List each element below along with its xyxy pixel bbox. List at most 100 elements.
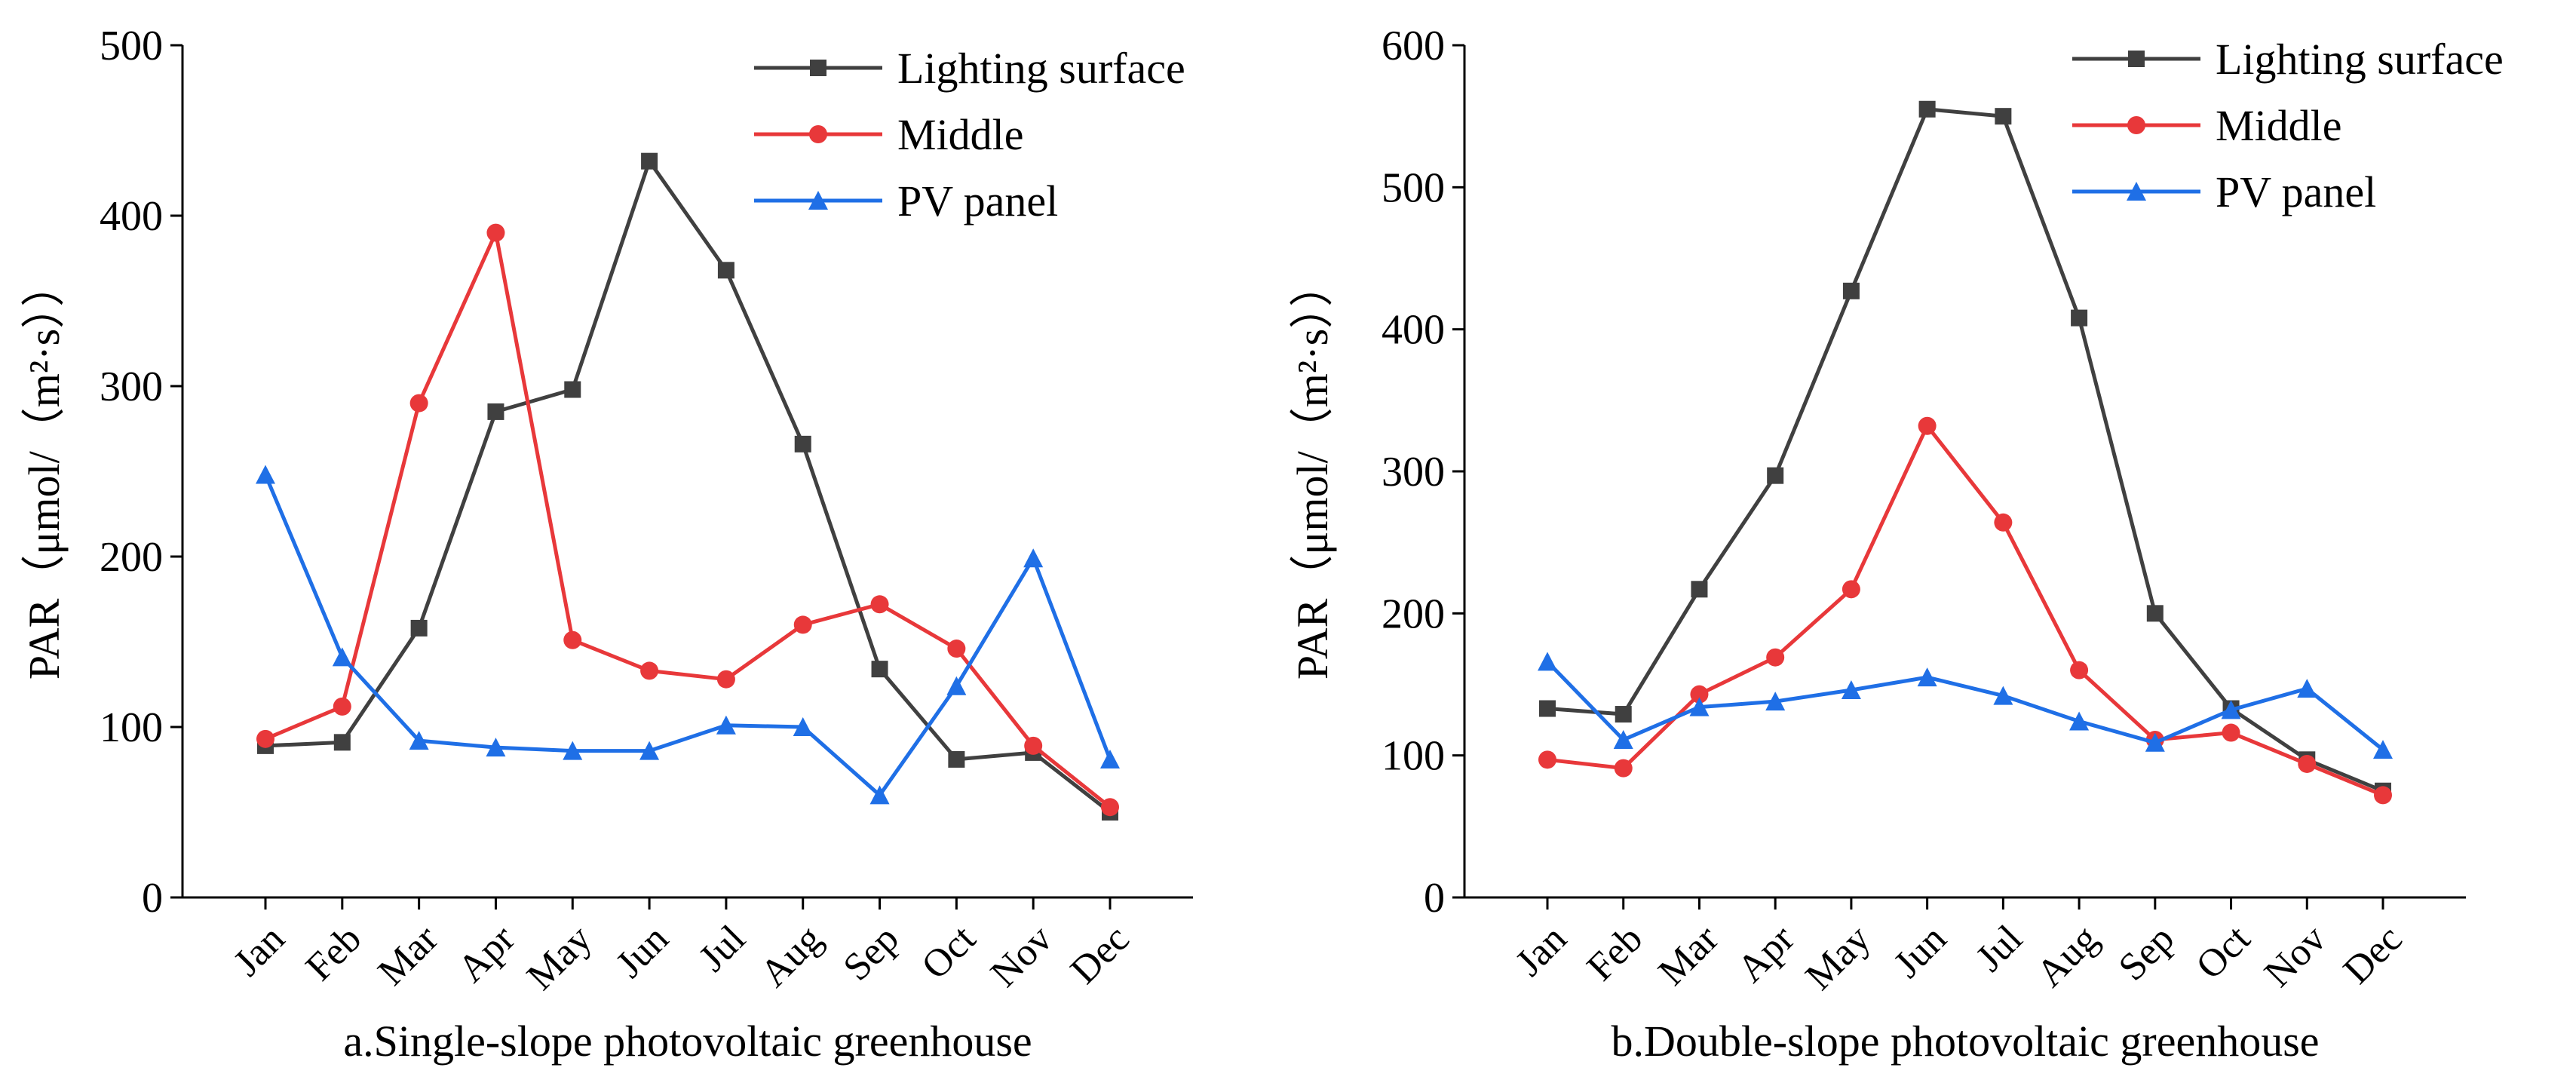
x-tick-label: Dec: [2335, 917, 2411, 992]
data-point-pv: [1023, 548, 1044, 568]
y-tick-label: 600: [1382, 23, 1445, 69]
data-point-lighting: [1995, 108, 2012, 125]
data-point-lighting: [1918, 100, 1936, 118]
legend-item-lighting: Lighting surface: [754, 44, 1185, 93]
data-point-middle: [1766, 648, 1785, 667]
data-point-middle: [1690, 685, 1709, 704]
y-tick-label: 300: [1382, 449, 1445, 495]
data-point-lighting: [1615, 706, 1632, 723]
data-point-lighting: [564, 381, 581, 398]
x-tick-label: Jul: [691, 917, 753, 980]
data-point-middle: [409, 394, 428, 413]
data-point-pv: [1993, 686, 2013, 705]
legend-label: PV panel: [897, 176, 1058, 225]
x-tick-label: Jun: [1886, 917, 1955, 986]
data-point-pv: [409, 731, 429, 750]
data-point-lighting: [794, 435, 811, 452]
data-point-lighting: [2071, 309, 2088, 327]
data-point-pv: [1538, 652, 1557, 671]
y-tick-label: 100: [100, 704, 163, 751]
data-point-pv: [2297, 679, 2317, 698]
series-pv: [256, 465, 1120, 805]
chart-title: b.Double-slope photovoltaic greenhouse: [1611, 1017, 2319, 1066]
series-line-pv: [263, 474, 1112, 799]
x-tick-label: Sep: [836, 917, 907, 989]
y-tick-label: 0: [1424, 875, 1445, 922]
data-point-middle: [2374, 786, 2392, 805]
y-tick-label: 200: [1382, 591, 1445, 637]
data-point-middle: [870, 595, 889, 614]
data-point-lighting: [948, 750, 965, 768]
data-point-middle: [640, 661, 659, 680]
y-tick-label: 0: [142, 875, 163, 922]
legend-label: PV panel: [2216, 167, 2376, 216]
legend-marker-lighting: [2128, 51, 2145, 67]
x-tick-label: Feb: [298, 917, 370, 989]
data-point-lighting: [717, 262, 734, 279]
x-tick-label: Nov: [983, 917, 1061, 995]
data-point-lighting: [871, 661, 888, 678]
data-point-lighting: [1842, 282, 1860, 299]
data-point-middle: [947, 640, 966, 658]
legend-marker-middle: [809, 125, 827, 143]
data-point-middle: [1538, 750, 1556, 769]
legend-item-middle: Middle: [2072, 101, 2342, 150]
data-point-lighting: [641, 152, 658, 170]
data-point-middle: [2222, 723, 2240, 742]
data-point-lighting: [333, 734, 351, 751]
legend-label: Lighting surface: [2216, 35, 2504, 84]
legend-item-pv: PV panel: [2072, 167, 2376, 216]
data-point-pv: [869, 785, 890, 805]
x-tick-label: Jan: [1507, 917, 1575, 984]
series-line-middle: [1547, 422, 2384, 797]
data-point-middle: [1614, 759, 1633, 778]
data-point-lighting: [487, 403, 504, 420]
series-lighting: [257, 152, 1118, 821]
legend-item-pv: PV panel: [754, 176, 1058, 225]
data-point-pv: [2069, 711, 2090, 731]
series-pv: [1538, 652, 2393, 759]
x-tick-label: May: [1798, 917, 1879, 999]
data-point-pv: [256, 465, 275, 484]
data-point-pv: [2221, 700, 2241, 719]
y-axis-label: PAR（μmol/（m²·s））: [1288, 263, 1337, 679]
y-tick-label: 500: [1382, 164, 1445, 211]
x-tick-label: Mar: [1650, 917, 1727, 994]
data-point-lighting: [1691, 581, 1708, 598]
x-tick-label: Jan: [225, 917, 293, 984]
legend-label: Lighting surface: [897, 44, 1185, 93]
legend-item-lighting: Lighting surface: [2072, 35, 2504, 84]
x-tick-label: Aug: [753, 917, 831, 995]
data-point-middle: [716, 670, 735, 689]
data-point-middle: [2070, 661, 2089, 679]
data-point-lighting: [410, 619, 428, 637]
data-point-middle: [333, 697, 351, 716]
series-line-pv: [1546, 660, 2384, 752]
x-tick-label: Apr: [1729, 917, 1802, 990]
data-point-lighting: [1767, 467, 1784, 484]
legend-label: Middle: [897, 110, 1024, 159]
series-line-middle: [265, 226, 1112, 809]
data-point-middle: [1994, 513, 2013, 532]
series-middle: [256, 223, 1119, 817]
legend-label: Middle: [2216, 101, 2342, 150]
series-middle: [1538, 416, 2392, 805]
data-point-pv: [332, 647, 352, 667]
data-point-middle: [1101, 798, 1119, 817]
data-point-middle: [1918, 416, 1937, 435]
y-axis-label: PAR（μmol/（m²·s））: [20, 263, 69, 679]
data-point-lighting: [1539, 700, 1556, 717]
x-tick-label: Mar: [370, 917, 447, 994]
data-point-pv: [1841, 680, 1861, 700]
series-line-lighting: [265, 157, 1112, 814]
legend-marker-pv: [2127, 182, 2146, 201]
data-point-pv: [1689, 697, 1710, 716]
chart-title: a.Single-slope photovoltaic greenhouse: [343, 1017, 1032, 1066]
x-tick-label: Aug: [2029, 917, 2107, 995]
x-tick-label: Dec: [1063, 917, 1138, 992]
x-tick-label: Jul: [1968, 917, 2031, 980]
